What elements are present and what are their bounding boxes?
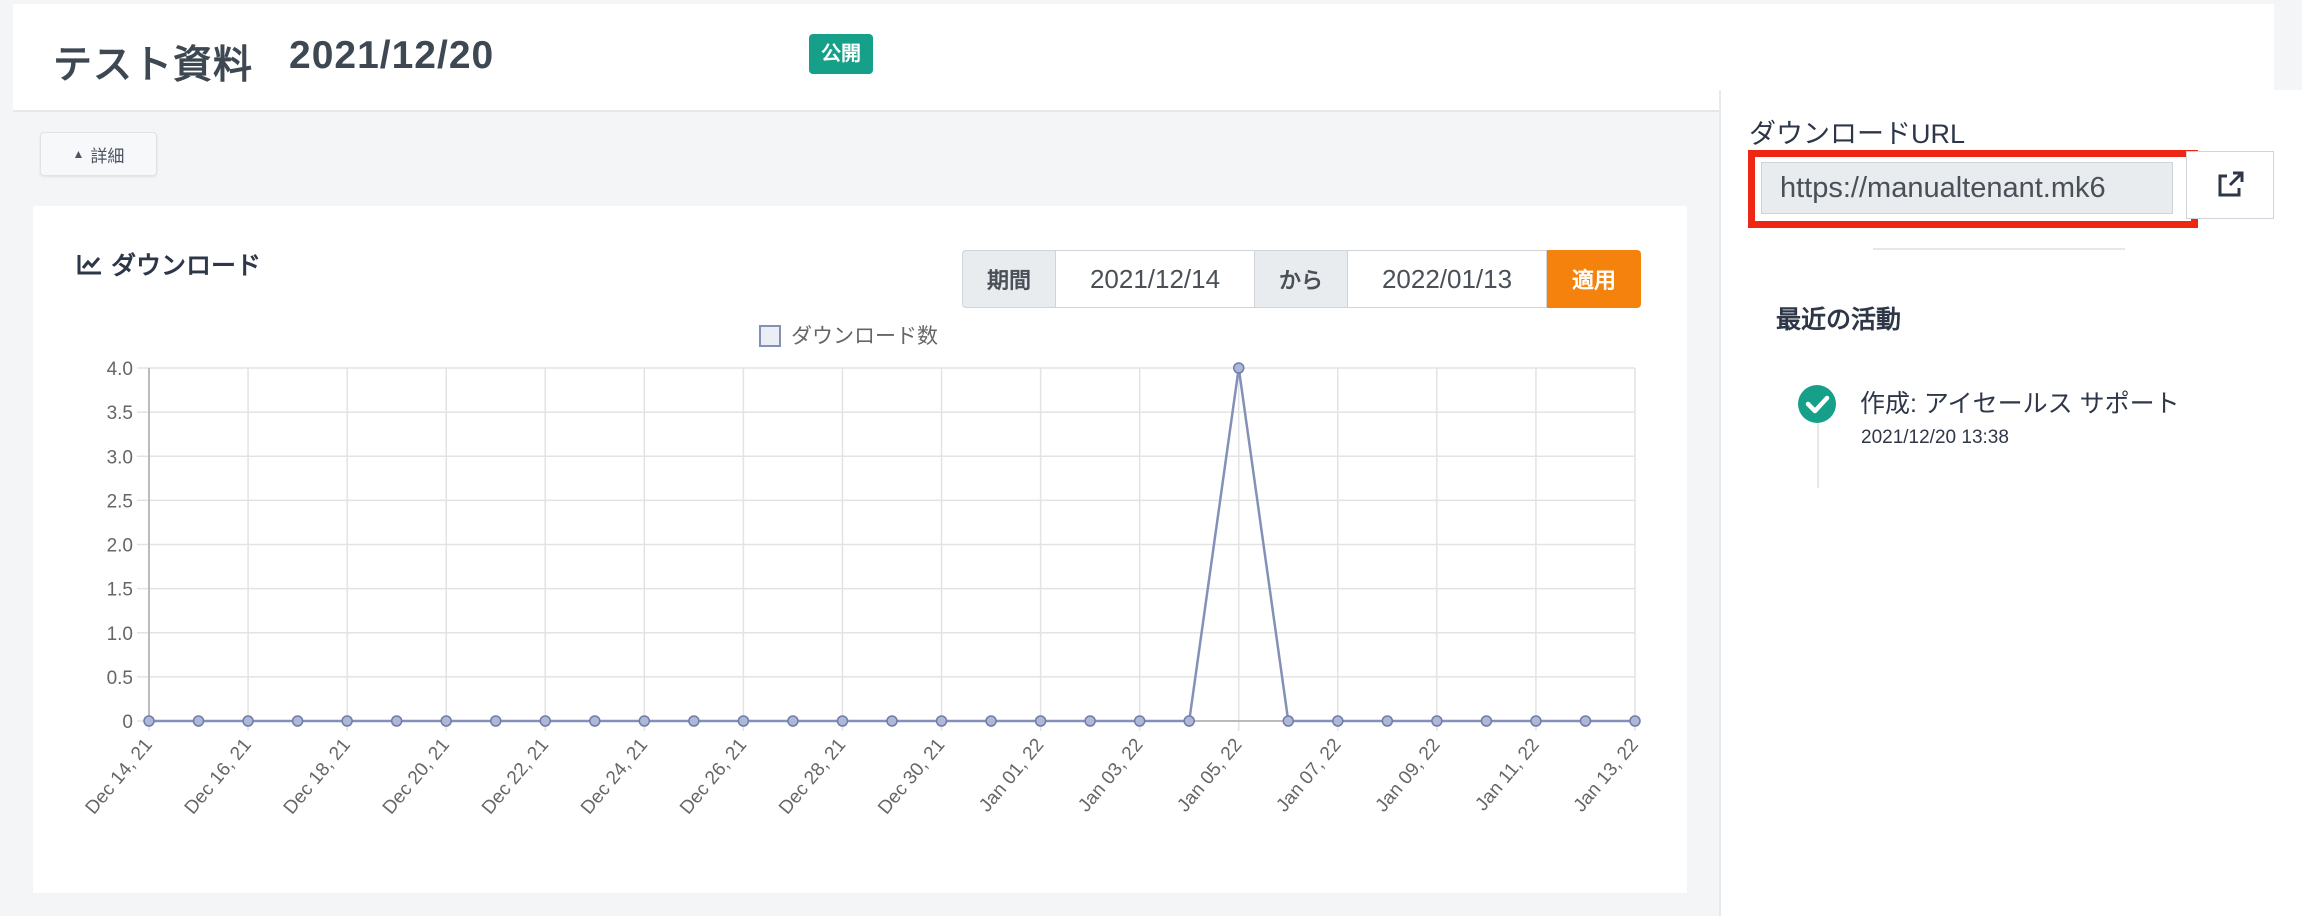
x-tick-label: Jan 11, 22 [1472, 735, 1544, 815]
data-point [440, 715, 452, 727]
download-panel: ダウンロード 期間 2021/12/14 から 2022/01/13 適用 ダウ… [33, 206, 1687, 893]
download-url-label: ダウンロードURL [1749, 119, 1966, 149]
y-tick-label: 1.0 [107, 624, 133, 645]
data-point [1480, 715, 1493, 727]
timeline-line [1817, 408, 1819, 488]
x-tick-label: Dec 24, 21 [577, 735, 652, 819]
data-point [192, 715, 205, 727]
data-point [1183, 715, 1195, 727]
download-url-field[interactable]: https://manualtenant.mk6 [1761, 162, 2173, 214]
line-chart-icon [77, 255, 101, 275]
check-circle-icon [1798, 385, 1836, 423]
download-chart: ダウンロード数 0 0.5 1.0 1.5 2.0 2.5 3.0 3.5 4.0 Dec 14, … [82, 325, 1643, 819]
x-tick-label: Jan 01, 22 [975, 735, 1048, 816]
x-tick-label: Dec 16, 21 [181, 735, 256, 819]
page-header: テスト資料 2021/12/20 公開 [13, 4, 2274, 112]
sidebar-divider [1873, 248, 2125, 250]
activity-item-text: 作成: アイセールス サポート [1860, 390, 2180, 418]
x-tick-label: Dec 22, 21 [478, 735, 553, 819]
details-toggle-label: 詳細 [90, 146, 125, 166]
data-point [1084, 715, 1096, 727]
data-point [1431, 715, 1443, 727]
panel-title-label: ダウンロード [111, 252, 262, 280]
data-point [1381, 715, 1394, 727]
data-point [638, 715, 651, 727]
title-name: テスト資料 [53, 44, 254, 87]
x-tick-label: Dec 14, 21 [82, 735, 157, 819]
download-url-highlight: https://manualtenant.mk6 [1748, 150, 2198, 228]
y-tick-label: 2.5 [107, 491, 133, 512]
from-label: から [1255, 250, 1349, 308]
external-link-icon [2218, 171, 2244, 197]
data-point [886, 715, 898, 727]
y-tick-label: 1.5 [107, 580, 133, 601]
period-label: 期間 [962, 250, 1057, 308]
page-title: テスト資料 2021/12/20 [53, 34, 494, 90]
data-point [1034, 715, 1047, 727]
data-point [688, 715, 700, 727]
x-tick-label: Jan 03, 22 [1074, 735, 1147, 816]
apply-button[interactable]: 適用 [1547, 250, 1642, 308]
data-point [836, 715, 849, 727]
data-point [143, 715, 155, 727]
recent-activity-title: 最近の活動 [1776, 306, 1902, 334]
x-tick-label: Dec 26, 21 [676, 735, 751, 819]
y-tick-label: 2.0 [107, 536, 133, 557]
y-tick-label: 3.0 [107, 447, 133, 468]
data-point [1232, 362, 1245, 374]
data-point [390, 715, 403, 727]
legend-swatch [759, 325, 781, 347]
right-sidebar: ダウンロードURL https://manualtenant.mk6 最近の活動… [1719, 90, 2302, 916]
data-point [787, 715, 799, 727]
activity-item-time: 2021/12/20 13:38 [1861, 427, 2009, 448]
period-controls: 期間 2021/12/14 から 2022/01/13 適用 [962, 250, 1642, 308]
x-tick-label: Dec 28, 21 [775, 735, 850, 819]
data-point [737, 715, 750, 727]
data-point [539, 715, 552, 727]
x-tick-label: Dec 20, 21 [379, 735, 454, 819]
data-point [341, 715, 353, 727]
data-point [1530, 715, 1542, 727]
title-date: 2021/12/20 [289, 34, 495, 77]
x-tick-label: Jan 05, 22 [1173, 735, 1246, 816]
data-point [489, 715, 502, 727]
x-tick-label: Dec 18, 21 [280, 735, 355, 819]
x-tick-label: Dec 30, 21 [874, 735, 949, 819]
data-point [1629, 715, 1641, 727]
data-point [1282, 715, 1295, 727]
y-tick-label: 3.5 [107, 403, 133, 424]
open-url-button[interactable] [2186, 151, 2274, 219]
y-tick-label: 0 [122, 712, 133, 733]
data-point [985, 715, 997, 727]
data-point [1579, 715, 1592, 727]
from-date-input[interactable]: 2021/12/14 [1056, 250, 1256, 308]
y-tick-label: 0.5 [107, 668, 133, 689]
data-point [1133, 715, 1146, 727]
to-date-input[interactable]: 2022/01/13 [1348, 250, 1548, 308]
details-toggle-button[interactable]: ▲ 詳細 [40, 132, 157, 176]
x-tick-label: Jan 09, 22 [1372, 735, 1445, 816]
data-point [1332, 715, 1344, 727]
legend-label: ダウンロード数 [791, 325, 938, 348]
y-tick-label: 4.0 [107, 359, 133, 380]
panel-title: ダウンロード [77, 246, 261, 282]
data-point [291, 715, 304, 727]
data-point [935, 715, 948, 727]
x-tick-label: Jan 13, 22 [1570, 735, 1643, 816]
caret-up-icon: ▲ [72, 147, 85, 161]
data-point [589, 715, 601, 727]
status-badge: 公開 [809, 34, 873, 74]
data-point [242, 715, 254, 727]
x-tick-label: Jan 07, 22 [1272, 735, 1345, 816]
